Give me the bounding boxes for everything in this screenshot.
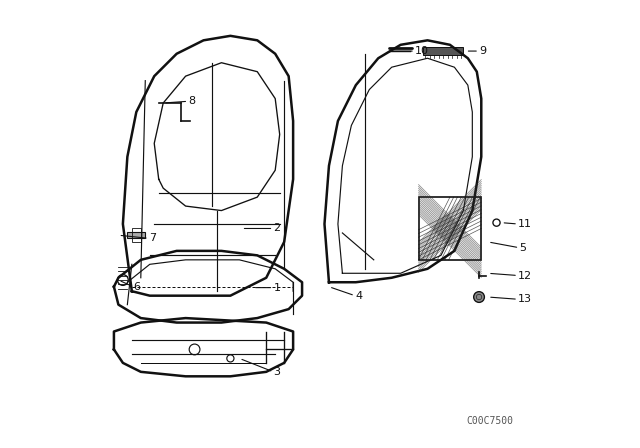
Text: 7: 7 — [149, 233, 156, 243]
Text: 3: 3 — [273, 367, 280, 377]
Circle shape — [474, 292, 484, 302]
Text: 1: 1 — [273, 283, 280, 293]
Text: 5: 5 — [520, 243, 526, 253]
Text: 13: 13 — [518, 294, 532, 304]
Text: 4: 4 — [355, 291, 362, 301]
Polygon shape — [423, 47, 463, 55]
Text: 6: 6 — [133, 282, 140, 292]
Text: 12: 12 — [518, 271, 532, 280]
Text: 9: 9 — [479, 46, 486, 56]
Text: C00C7500: C00C7500 — [467, 416, 514, 426]
Text: 8: 8 — [188, 96, 195, 106]
Text: 11: 11 — [518, 219, 532, 229]
Polygon shape — [127, 232, 145, 238]
Text: 10: 10 — [415, 46, 429, 56]
Text: 2: 2 — [273, 224, 280, 233]
